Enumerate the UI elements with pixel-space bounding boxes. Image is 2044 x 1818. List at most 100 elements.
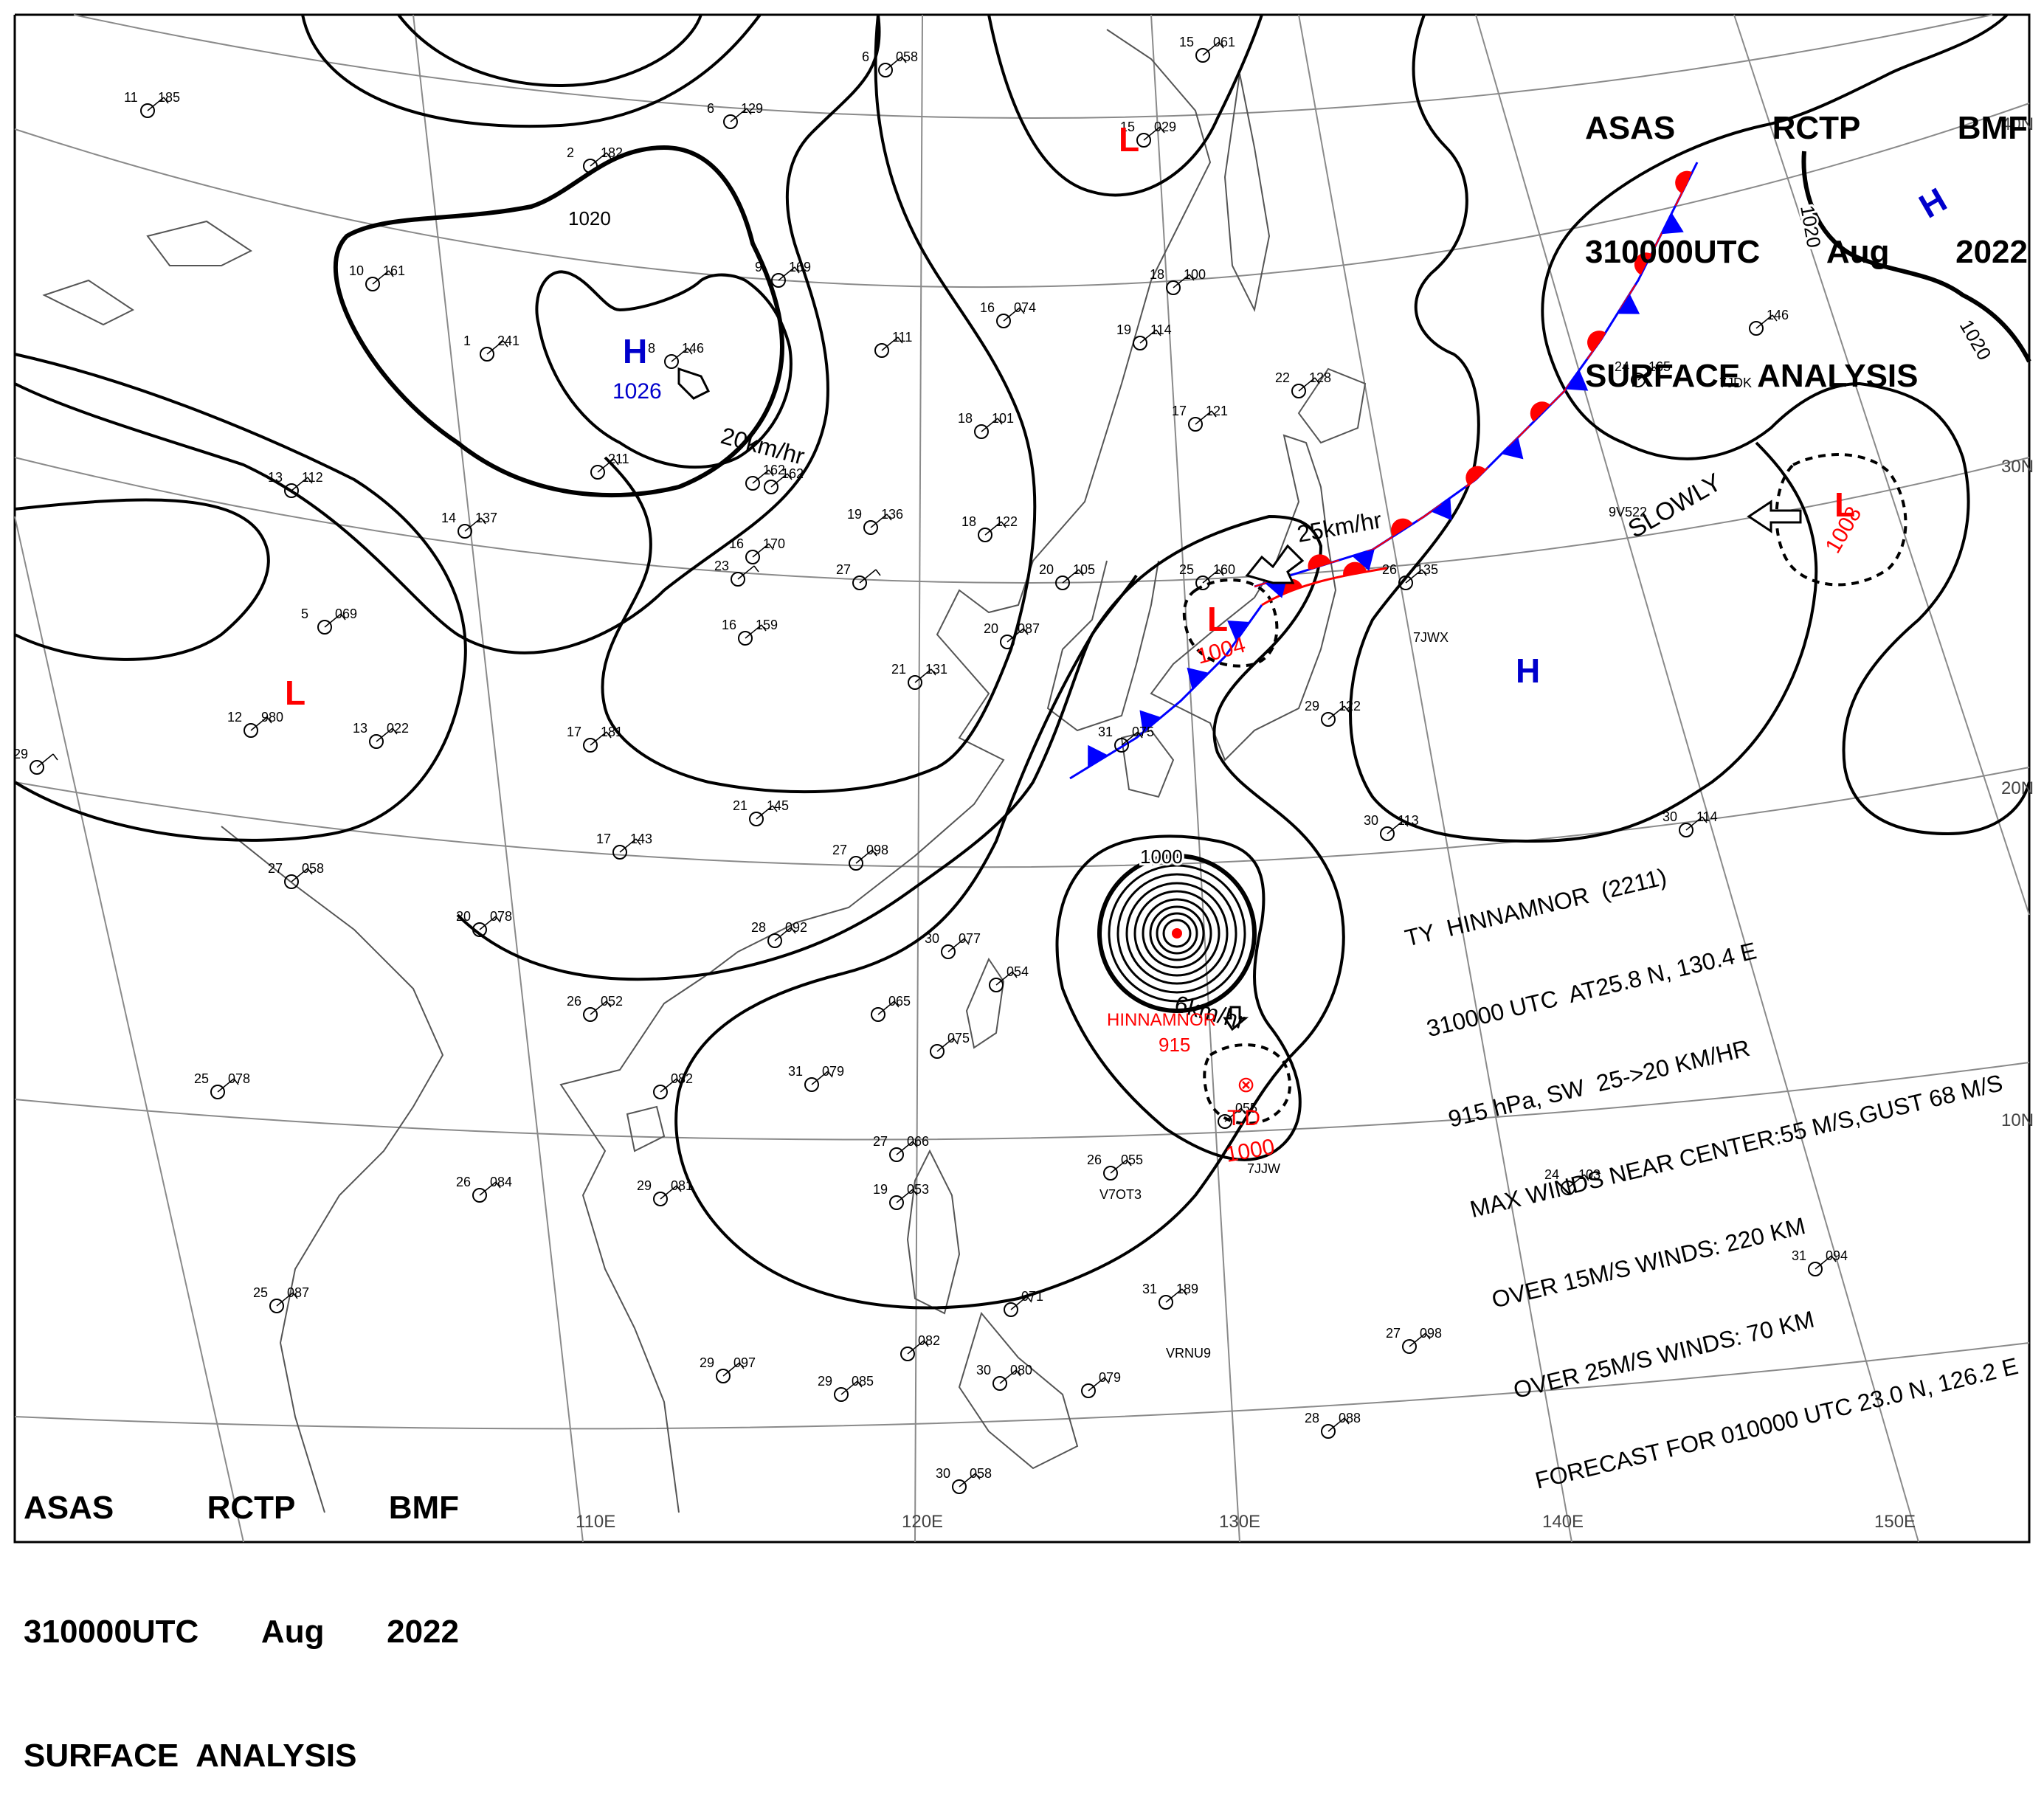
station-pressure: 136 xyxy=(881,507,903,522)
station-circle xyxy=(1000,635,1015,649)
typhoon-name-label: HINNAMNOR xyxy=(1107,1010,1216,1030)
wind-barb xyxy=(881,336,903,351)
station-plot: 26 084 xyxy=(456,1175,512,1203)
station-circle xyxy=(992,1376,1007,1391)
coast-japan-honshu xyxy=(1150,434,1337,761)
motion-arrow-high xyxy=(677,367,711,400)
station-circle xyxy=(244,723,258,738)
isobar-typhoon-outer xyxy=(674,514,1345,1310)
station-plot: 29 xyxy=(13,747,58,775)
stationary-front-semicircle xyxy=(1530,401,1551,422)
station-temperature: 16 xyxy=(729,536,744,551)
station-plot: 21 131 xyxy=(891,662,947,690)
tropical-depression-label: T.D xyxy=(1227,1106,1260,1130)
station-temperature: 13 xyxy=(353,721,367,736)
station-plot: 5 069 xyxy=(301,606,357,635)
station-pressure: 054 xyxy=(1007,964,1029,979)
wind-barb xyxy=(250,716,272,731)
station-pressure: 146 xyxy=(682,341,704,356)
station-circle xyxy=(745,550,760,564)
isobar-1024 xyxy=(535,270,793,469)
station-circle xyxy=(878,63,893,77)
lat-0 xyxy=(14,1342,2030,1430)
station-pressure: 128 xyxy=(1309,370,1331,385)
latitude-label: 30N xyxy=(2001,457,2034,477)
station-temperature: 26 xyxy=(1382,562,1397,577)
station-plot: 29 097 xyxy=(700,1355,756,1383)
station-pressure: 065 xyxy=(888,994,911,1009)
wind-barb xyxy=(1815,1255,1837,1270)
station-plot: 29 122 xyxy=(1305,699,1361,727)
station-circle xyxy=(771,273,786,288)
wind-barb xyxy=(995,971,1018,986)
station-circle xyxy=(1166,280,1181,295)
station-plot: 211 xyxy=(590,452,629,480)
station-pressure: 082 xyxy=(918,1333,940,1348)
wind-barb xyxy=(877,1000,900,1015)
longitude-label: 130E xyxy=(1219,1512,1260,1532)
station-plot: 25 087 xyxy=(253,1285,309,1313)
coast-india-bay xyxy=(221,826,444,1513)
ship-id-label: V7OT3 xyxy=(1099,1187,1142,1202)
wind-barb xyxy=(372,270,394,285)
wind-barb xyxy=(291,477,313,491)
station-plot: 27 xyxy=(836,562,881,590)
station-circle xyxy=(1561,1181,1575,1195)
ship-id-label: VRNU9 xyxy=(1166,1346,1211,1361)
isobar-td xyxy=(1203,1043,1292,1125)
station-temperature: 8 xyxy=(648,341,655,356)
station-plot: 075 xyxy=(930,1031,970,1059)
station-pressure: 114 xyxy=(1150,322,1172,337)
station-temperature: 25 xyxy=(194,1071,209,1086)
station-pressure: 029 xyxy=(1154,120,1176,134)
stationary-front-semicircle xyxy=(1587,331,1606,353)
station-pressure: 122 xyxy=(995,514,1018,529)
station-temperature: 31 xyxy=(788,1064,803,1079)
station-plot: 21 145 xyxy=(733,798,789,826)
lake-2 xyxy=(42,279,134,326)
station-circle xyxy=(365,277,380,291)
cold-front-triangle xyxy=(1088,744,1108,768)
station-circle xyxy=(653,1192,668,1206)
station-temperature: 22 xyxy=(1275,370,1290,385)
station-plot: 26 055 xyxy=(1087,1152,1143,1181)
station-pressure: 165 xyxy=(1648,359,1671,374)
station-plot: 27 098 xyxy=(832,843,888,871)
wind-barb xyxy=(1405,569,1427,584)
ty-ring-5 xyxy=(1133,890,1220,977)
footer-product-station: RCTP xyxy=(207,1490,296,1526)
header-title: SURFACE ANALYSIS xyxy=(1585,358,1919,394)
footer-month: Aug xyxy=(260,1614,325,1650)
lon-140e xyxy=(1298,14,1572,1543)
station-temperature: 26 xyxy=(567,994,581,1009)
station-circle xyxy=(1136,133,1151,148)
header-time: 310000UTC xyxy=(1585,234,1761,270)
station-temperature: 16 xyxy=(722,618,736,632)
station-pressure: 087 xyxy=(1018,621,1040,636)
station-temperature: 27 xyxy=(836,562,851,577)
station-circle xyxy=(941,944,956,959)
isobar-east-1012-b xyxy=(1541,13,2031,836)
low-pressure-marker: L xyxy=(1119,120,1139,159)
station-circle xyxy=(1808,1262,1823,1276)
longitude-label: 120E xyxy=(902,1512,943,1532)
header-top-right: ASAS RCTP BMF 310000UTC Aug 2022 SURFACE… xyxy=(1585,25,2028,438)
wind-barb xyxy=(597,458,619,473)
station-temperature: 29 xyxy=(818,1374,832,1389)
station-circle xyxy=(1631,373,1646,387)
low-pressure-marker: L xyxy=(1834,485,1855,524)
wind-barb xyxy=(947,938,970,953)
station-circle xyxy=(1749,321,1764,336)
station-pressure: 081 xyxy=(671,1178,693,1193)
wind-barb xyxy=(36,753,58,768)
station-plot: 10 161 xyxy=(349,263,405,291)
station-circle xyxy=(210,1085,225,1099)
wind-barb xyxy=(276,1292,298,1307)
header-bottom-left: ASAS RCTP BMF 310000UTC Aug 2022 SURFACE… xyxy=(24,1405,459,1818)
station-plot: 055 xyxy=(1218,1101,1257,1129)
station-circle xyxy=(583,159,598,173)
lat-50n xyxy=(73,14,1993,119)
ty-ring-8 xyxy=(1156,912,1198,955)
station-circle xyxy=(458,524,472,539)
station-temperature: 5 xyxy=(301,606,308,621)
